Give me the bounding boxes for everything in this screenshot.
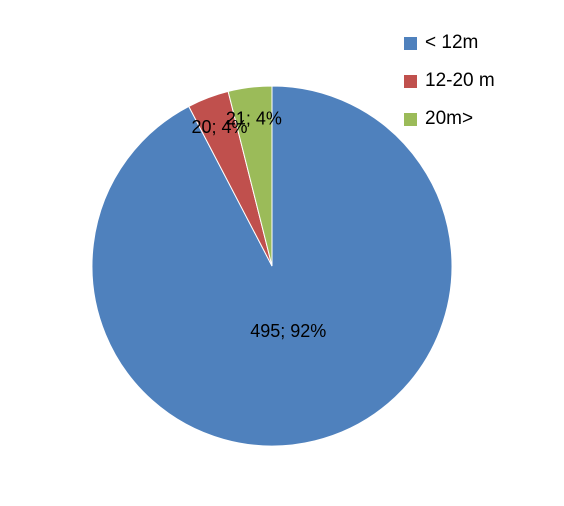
pie-slices xyxy=(91,85,453,447)
legend-swatch-lt-12m xyxy=(404,37,417,50)
legend-label-12-20m: 12-20 m xyxy=(425,70,495,91)
legend-item-gt-20m: 20m> xyxy=(404,106,554,132)
data-label-lt-12m: 495; 92% xyxy=(250,321,326,341)
data-label-gt-20m: 21; 4% xyxy=(226,108,282,128)
data-label-12-20m: 20; 4% xyxy=(192,117,248,137)
legend: < 12m 12-20 m 20m> xyxy=(404,30,554,144)
legend-item-lt-12m: < 12m xyxy=(404,30,554,56)
legend-label-gt-20m: 20m> xyxy=(425,108,474,129)
slice-gt-20m xyxy=(227,85,273,267)
pie-data-labels: 495; 92% 20; 4%21; 4% xyxy=(192,108,327,341)
legend-label-lt-12m: < 12m xyxy=(425,32,479,53)
legend-swatch-12-20m xyxy=(404,75,417,88)
legend-swatch-gt-20m xyxy=(404,113,417,126)
legend-item-12-20m: 12-20 m xyxy=(404,68,554,94)
